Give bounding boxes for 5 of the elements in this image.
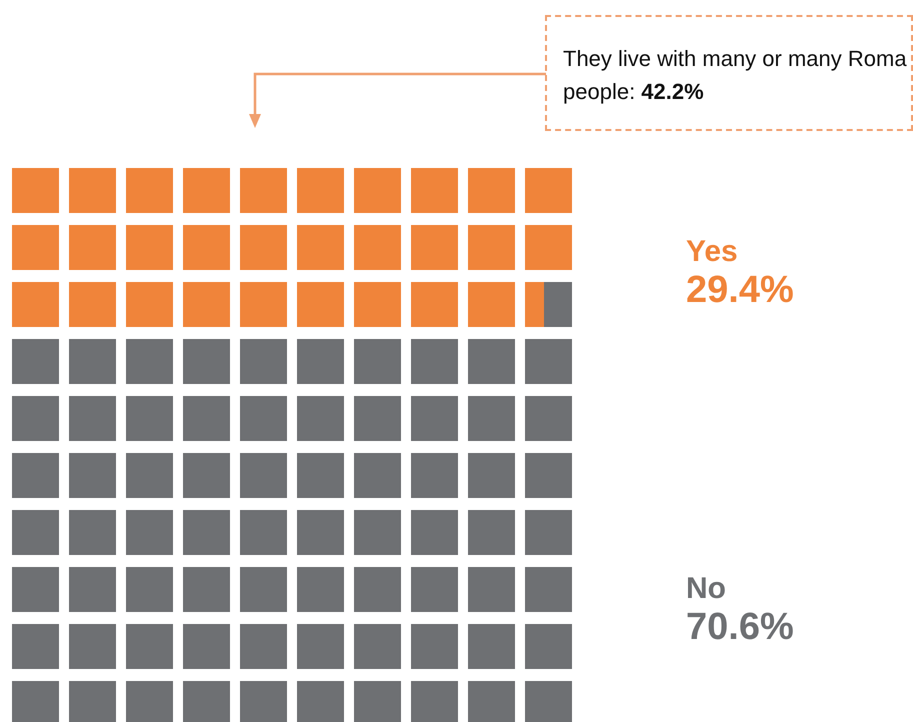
data-label: 29.4% [686, 269, 794, 311]
text: They live with many or many Roma people: 42.2% [545, 15, 913, 131]
data-label: 70.6% [686, 606, 794, 648]
category-label: Yes [686, 235, 739, 269]
category-label: No [686, 572, 727, 606]
